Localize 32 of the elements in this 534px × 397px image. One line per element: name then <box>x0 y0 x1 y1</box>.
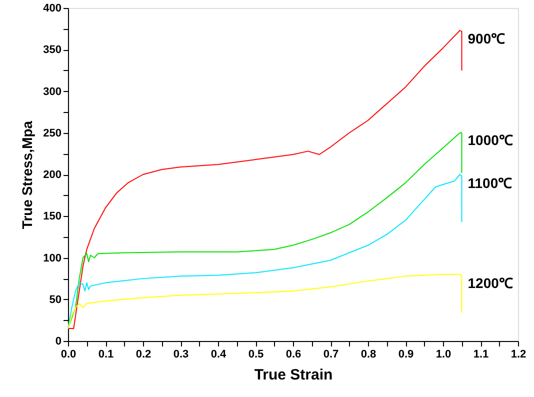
x-tick-label: 1.2 <box>510 348 526 360</box>
y-tick-label: 0 <box>55 336 62 348</box>
line-series <box>68 174 462 330</box>
x-tick-label: 0.6 <box>286 348 302 360</box>
x-tick-label: 0.2 <box>136 348 152 360</box>
y-tick-label: 250 <box>43 127 62 140</box>
x-tick-label: 0.5 <box>248 348 264 360</box>
x-tick-label: 0.0 <box>60 348 76 360</box>
x-tick-label: 1.1 <box>473 348 489 360</box>
y-tick-label: 300 <box>43 86 62 98</box>
x-tick-label: 0.1 <box>98 348 114 360</box>
series-label: 1100℃ <box>468 175 512 192</box>
y-tick-label: 50 <box>49 294 62 306</box>
line-series <box>68 132 462 330</box>
x-axis-title: True Strain <box>254 366 333 384</box>
y-tick-label: 150 <box>43 210 62 223</box>
y-tick-label: 400 <box>43 2 62 14</box>
y-axis-title: True Stress,Mpa <box>19 120 36 230</box>
y-tick-label: 100 <box>43 252 62 264</box>
x-tick-label: 0.4 <box>210 348 228 360</box>
line-series <box>68 274 462 330</box>
x-tick-label: 0.7 <box>323 348 339 360</box>
y-tick-label: 350 <box>43 44 62 56</box>
x-tick-label: 0.9 <box>398 348 414 360</box>
series-label: 900℃ <box>468 30 506 46</box>
x-tick-label: 0.3 <box>173 348 189 360</box>
line-series <box>68 30 462 330</box>
series-label: 1000℃ <box>468 132 513 148</box>
x-tick-label: 1.0 <box>436 348 452 360</box>
y-tick-label: 200 <box>43 169 62 181</box>
x-tick-label: 0.8 <box>360 348 376 360</box>
series-label: 1200℃ <box>468 275 513 292</box>
